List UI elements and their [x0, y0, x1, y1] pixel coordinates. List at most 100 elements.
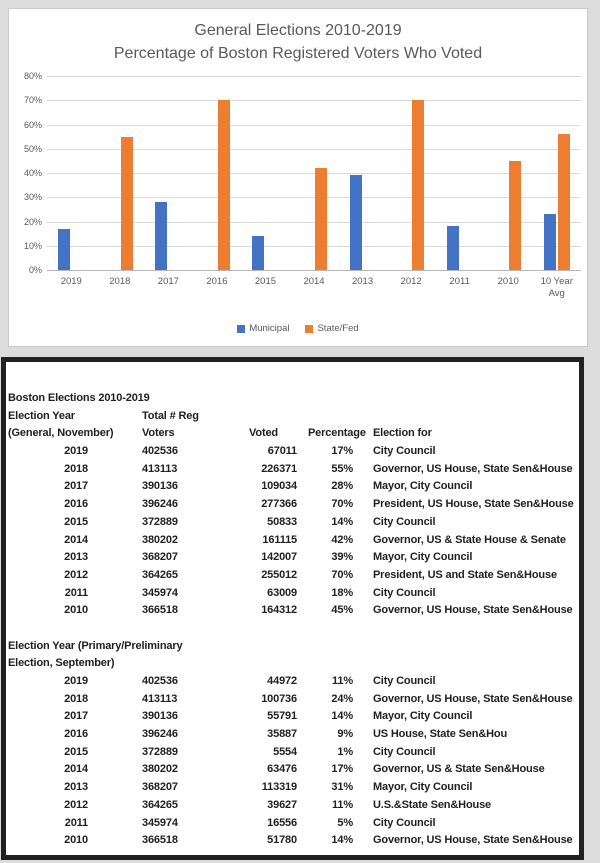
gridline-50 — [47, 148, 581, 150]
cell-voted — [198, 408, 297, 426]
chart-title: General Elections 2010-2019 Percentage o… — [9, 19, 587, 65]
table-row-primary-2014: 2014 380202 63476 17% Governor, US & State S… — [8, 761, 577, 779]
cell-election-for: Mayor, City Council — [373, 480, 473, 493]
cell-voted: 5554 — [273, 745, 297, 758]
cell-voted: 35887 — [267, 728, 297, 741]
table-row-general-2018: 2018 413113 226371 55% Governor, US House, S… — [8, 461, 577, 479]
category-2013 — [338, 76, 387, 270]
bar-municipal-2015 — [252, 236, 265, 270]
cell-voted: 67011 — [267, 445, 297, 458]
table-row-general-2016: 2016 396246 277366 70% President, US House, … — [8, 496, 577, 514]
cell-year: 2011 — [64, 816, 88, 829]
cell-election-for: US House, State Sen&Hou — [373, 728, 508, 741]
bar-municipal-2013 — [349, 175, 362, 270]
legend-label-state-fed: State/Fed — [317, 323, 359, 334]
cell-voted: 44972 — [267, 675, 297, 687]
x-tick-label-2010: 2010 — [497, 276, 519, 287]
cell-percentage: 18% — [331, 586, 353, 599]
chart-legend: Municipal State/Fed — [9, 323, 587, 334]
table-row-primary-2011: 2011 345974 16556 5% City Council — [8, 815, 577, 833]
table-title: Boston Elections 2010-2019 — [8, 392, 150, 404]
cell-reg-voters: 380202 — [142, 533, 178, 546]
cell-election-for: City Council — [373, 675, 436, 687]
cell-election-for: Governor, US House, State Sen&House — [373, 462, 573, 475]
category-2014 — [290, 76, 339, 270]
cell-percentage: 17% — [331, 763, 353, 776]
cell-election-for: City Council — [373, 586, 436, 599]
cell-year: 2012 — [64, 798, 88, 811]
cell-voted: 55791 — [267, 710, 297, 723]
cell-year: 2016 — [64, 498, 88, 511]
cell-percentage: 39% — [331, 551, 353, 564]
primary-section-title-line2: Election, September) — [8, 657, 115, 670]
cell-reg-voters: 390136 — [142, 480, 178, 493]
x-tick-label-2019: 2019 — [60, 276, 82, 287]
cell-election-for: U.S.&State Sen&House — [373, 798, 492, 811]
cell-voted: 164312 — [261, 604, 297, 617]
bar-municipal-2019 — [58, 228, 71, 270]
bar-state-fed-2010 — [509, 160, 522, 270]
chart-title-line2: Percentage of Boston Registered Voters W… — [113, 45, 483, 62]
category-2015 — [241, 76, 290, 270]
table-row-primary-2015: 2015 372889 5554 1% City Council — [8, 744, 577, 762]
cell-election-for: Governor, US & State Sen&House — [373, 763, 545, 776]
cell-percentage: 70% — [331, 568, 353, 581]
cell-year: 2019 — [64, 675, 88, 687]
cell-reg-voters: 372889 — [142, 515, 178, 528]
cell-year: 2011 — [64, 586, 88, 599]
cell-election-for: City Council — [373, 445, 436, 458]
x-tick-label-2017: 2017 — [157, 276, 179, 287]
primary-section-title-line1: Election Year (Primary/Preliminary — [8, 639, 183, 652]
cell-election-for: City Council — [373, 816, 436, 829]
cell-voted: 226371 — [261, 462, 297, 475]
cell-percentage: 17% — [331, 445, 353, 458]
cell-election-for: Mayor, City Council — [373, 710, 473, 723]
x-tick-label-10-year-avg: 10 Year Avg — [540, 276, 573, 299]
cell-voted: Voted — [249, 427, 278, 440]
cell-percentage: 14% — [331, 710, 353, 723]
blank-row — [8, 620, 577, 638]
cell-election-for: Mayor, City Council — [373, 781, 473, 794]
bar-state-fed-10-year-avg — [557, 134, 570, 270]
bar-municipal-2011 — [446, 226, 459, 270]
cell-percentage: 24% — [331, 692, 353, 705]
cell-voted: 16556 — [267, 816, 297, 829]
table-header-row-2: (General, November) Voters Voted Percentage… — [8, 425, 577, 443]
cell-reg-voters: 402536 — [142, 445, 178, 458]
cell-voted: 100736 — [261, 692, 297, 705]
cell-reg-voters: 345974 — [142, 816, 178, 829]
cell-year: (General, November) — [8, 427, 114, 440]
data-table-panel: Boston Elections 2010-2019 Election Year T… — [1, 357, 584, 860]
cell-year: 2012 — [64, 568, 88, 581]
cell-election-for: Mayor, City Council — [373, 551, 473, 564]
cell-voted: 277366 — [261, 498, 297, 511]
chart-panel: General Elections 2010-2019 Percentage o… — [8, 8, 588, 347]
table-row-general-2017: 2017 390136 109034 28% Mayor, City Council — [8, 478, 577, 496]
cell-percentage: 1% — [337, 745, 353, 758]
category-2019 — [47, 76, 96, 270]
y-tick-label-20: 20% — [23, 216, 42, 227]
cell-year: 2016 — [64, 728, 88, 741]
cell-election-for: City Council — [373, 745, 436, 758]
table-row-general-2014: 2014 380202 161115 42% Governor, US & State … — [8, 532, 577, 550]
cell-year: 2014 — [64, 763, 88, 776]
bar-municipal-2017 — [155, 202, 168, 270]
x-tick-label-2015: 2015 — [254, 276, 277, 287]
gridline-80 — [47, 76, 581, 77]
table-row-primary-2013: 2013 368207 113319 31% Mayor, City Council — [8, 779, 577, 797]
cell-reg-voters: 364265 — [142, 568, 178, 581]
y-tick-label-50: 50% — [23, 143, 42, 154]
table-row-general-2015: 2015 372889 50833 14% City Council — [8, 514, 577, 532]
cell-election-for: Governor, US House, State Sen&House — [373, 604, 573, 617]
cell-election-for: President, US and State Sen&House — [373, 568, 557, 581]
cell-voted: 142007 — [261, 551, 297, 564]
y-tick-label-10: 10% — [23, 240, 42, 251]
cell-voted: 63476 — [267, 763, 297, 776]
cell-percentage: 9% — [337, 728, 353, 741]
cell-year: 2017 — [64, 710, 88, 723]
category-2011 — [435, 76, 484, 270]
category-2017 — [144, 76, 193, 270]
x-tick-label-2016: 2016 — [206, 276, 228, 287]
cell-reg-voters: 396246 — [142, 498, 178, 511]
cell-percentage: 14% — [331, 834, 353, 847]
